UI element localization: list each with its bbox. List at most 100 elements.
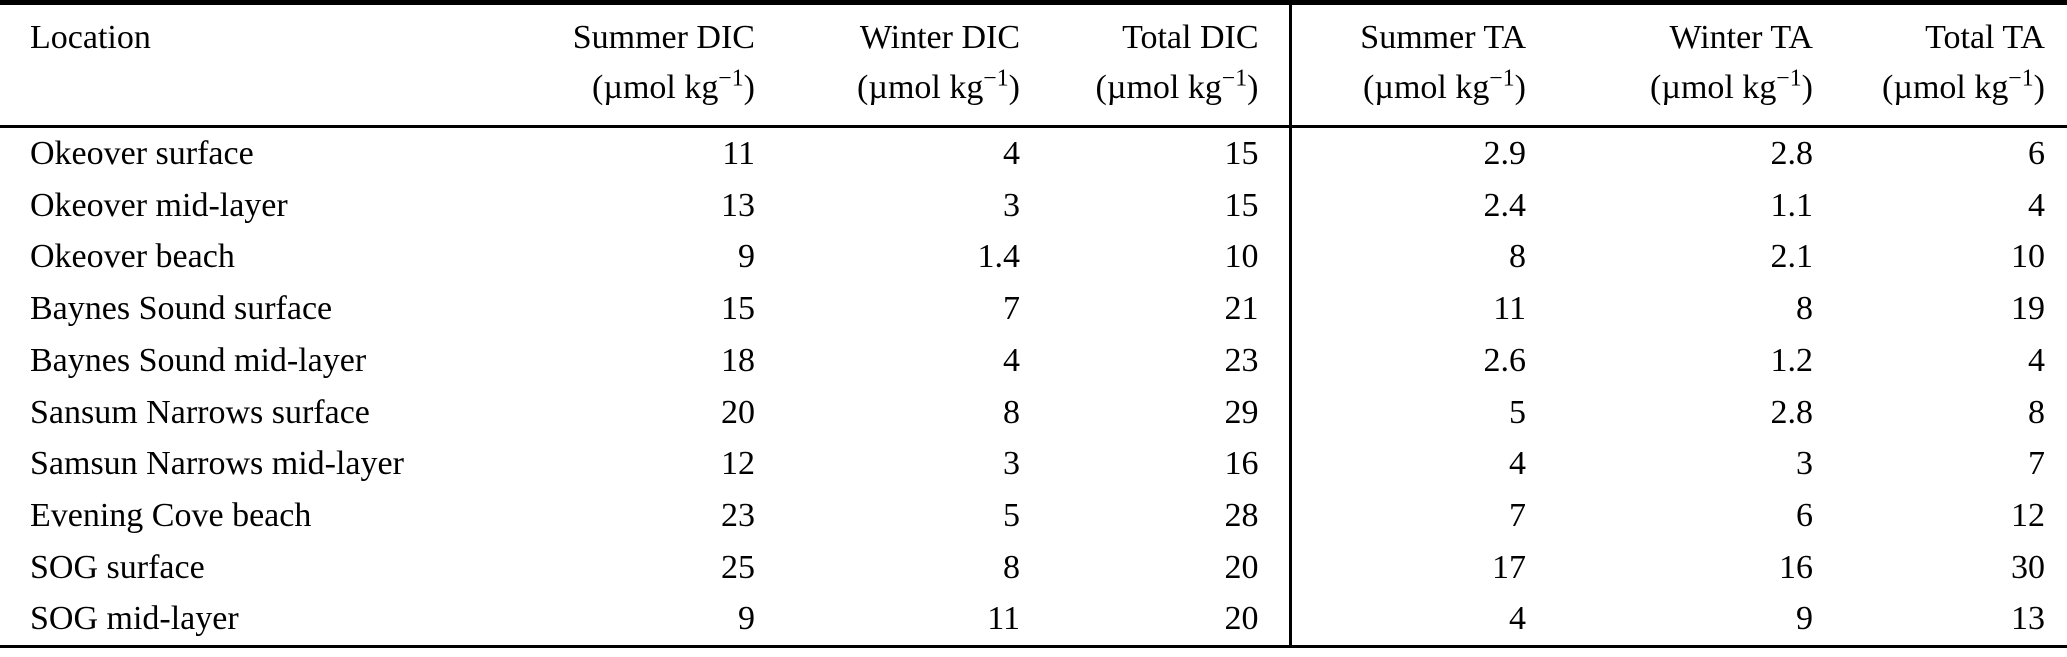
table-row: Samsun Narrows mid-layer 12 3 16 4 3 7 <box>0 438 2067 490</box>
cell-winter_dic: 8 <box>1003 548 1020 586</box>
cell-summer_dic: 18 <box>721 341 755 379</box>
cell-total_dic: 21 <box>1042 283 1292 335</box>
table-row: Okeover mid-layer 13 3 15 2.4 1.1 4 <box>0 179 2067 232</box>
cell-winter_dic: 8 <box>1003 393 1020 431</box>
cell-winter_ta: 6 <box>1796 496 1813 534</box>
cell-winter_ta: 3 <box>1796 445 1813 483</box>
cell-location: Sansum Narrows surface <box>30 393 370 431</box>
table-row: SOG surface 25 8 20 17 16 30 <box>0 541 2067 594</box>
cell-winter_dic: 11 <box>987 600 1020 638</box>
cell-winter_ta: 16 <box>1779 548 1813 586</box>
table-row: Baynes Sound mid-layer 18 4 23 2.6 1.2 4 <box>0 334 2067 387</box>
cell-total_ta: 8 <box>2028 393 2045 431</box>
table-body: Okeover surface 11 4 15 2.9 2.8 6 Okeover mid-l… <box>0 126 2067 647</box>
cell-summer_dic: 12 <box>721 445 755 483</box>
cell-total_ta: 4 <box>2028 341 2045 379</box>
column-label: Summer DIC <box>572 19 755 56</box>
column-header-total_ta: Total TA (µmol kg−1) <box>1835 2 2067 128</box>
column-label: Total DIC <box>1122 19 1259 56</box>
column-unit: (µmol kg−1) <box>592 65 755 106</box>
cell-summer_ta: 2.6 <box>1483 341 1527 379</box>
cell-summer_dic: 20 <box>721 393 755 431</box>
cell-winter_ta: 2.8 <box>1770 135 1814 172</box>
cell-summer_ta: 8 <box>1509 238 1526 276</box>
cell-location: Okeover beach <box>30 238 235 276</box>
cell-summer_dic: 15 <box>721 290 755 328</box>
cell-summer_ta: 7 <box>1509 496 1526 534</box>
column-header-total_dic: Total DIC (µmol kg−1) <box>1042 2 1292 128</box>
cell-summer_dic: 9 <box>738 238 755 276</box>
cell-winter_dic: 1.4 <box>977 238 1021 276</box>
cell-summer_ta: 2.9 <box>1483 135 1527 172</box>
cell-total_dic: 10 <box>1042 231 1292 284</box>
table-row: SOG mid-layer 9 11 20 4 9 13 <box>0 593 2067 647</box>
column-header-winter_dic: Winter DIC (µmol kg−1) <box>777 2 1042 128</box>
cell-winter_dic: 5 <box>1003 496 1020 534</box>
column-unit: (µmol kg−1) <box>857 65 1020 106</box>
column-header-winter_ta: Winter TA (µmol kg−1) <box>1548 2 1835 128</box>
column-label: Total TA <box>1925 19 2045 56</box>
header-row: Location Summer DIC (µmol kg−1) Winter DIC (… <box>0 2 2067 128</box>
column-label: Winter DIC <box>859 19 1020 56</box>
cell-total_dic: 20 <box>1042 541 1292 594</box>
cell-summer_dic: 13 <box>721 186 755 224</box>
table-row: Okeover beach 9 1.4 10 8 2.1 10 <box>0 231 2067 284</box>
cell-winter_dic: 3 <box>1003 445 1020 483</box>
cell-winter_dic: 4 <box>1003 135 1020 172</box>
table-row: Sansum Narrows surface 20 8 29 5 2.8 8 <box>0 386 2067 439</box>
cell-total_dic: 15 <box>1042 126 1292 180</box>
column-unit: (µmol kg−1) <box>1882 65 2045 106</box>
cell-total_ta: 19 <box>2011 290 2045 328</box>
cell-summer_ta: 2.4 <box>1483 186 1527 224</box>
column-header-location: Location <box>0 2 500 128</box>
cell-total_dic: 15 <box>1042 179 1292 232</box>
table-row: Baynes Sound surface 15 7 21 11 8 19 <box>0 283 2067 335</box>
cell-summer_ta: 5 <box>1509 393 1526 431</box>
column-header-summer_dic: Summer DIC (µmol kg−1) <box>500 2 777 128</box>
cell-winter_ta: 8 <box>1796 290 1813 328</box>
table-row: Evening Cove beach 23 5 28 7 6 12 <box>0 489 2067 542</box>
cell-winter_dic: 3 <box>1003 186 1020 224</box>
cell-total_ta: 6 <box>2028 135 2045 172</box>
cell-location: SOG surface <box>30 548 205 586</box>
cell-total_ta: 7 <box>2028 445 2045 483</box>
cell-total_ta: 10 <box>2011 238 2045 276</box>
cell-winter_dic: 7 <box>1003 290 1020 328</box>
cell-total_ta: 30 <box>2011 548 2045 586</box>
column-label: Winter TA <box>1669 19 1813 56</box>
cell-location: Samsun Narrows mid-layer <box>30 445 404 483</box>
cell-total_dic: 28 <box>1042 489 1292 542</box>
cell-summer_dic: 25 <box>721 548 755 586</box>
cell-winter_ta: 1.2 <box>1770 341 1814 379</box>
cell-location: Baynes Sound mid-layer <box>30 341 367 379</box>
column-label: Location <box>30 19 151 56</box>
cell-summer_dic: 9 <box>738 600 755 638</box>
cell-location: Okeover mid-layer <box>30 186 288 224</box>
cell-summer_ta: 4 <box>1509 600 1526 638</box>
cell-winter_ta: 1.1 <box>1770 186 1814 224</box>
cell-summer_ta: 17 <box>1492 548 1526 586</box>
cell-location: Baynes Sound surface <box>30 290 333 328</box>
table-row: Okeover surface 11 4 15 2.9 2.8 6 <box>0 126 2067 180</box>
column-unit: (µmol kg−1) <box>1363 65 1526 106</box>
cell-total_ta: 12 <box>2011 496 2045 534</box>
cell-total_ta: 13 <box>2011 600 2045 638</box>
cell-winter_ta: 2.1 <box>1770 238 1814 276</box>
cell-total_ta: 4 <box>2028 186 2045 224</box>
cell-winter_dic: 4 <box>1003 341 1020 379</box>
column-unit: (µmol kg−1) <box>1650 65 1813 106</box>
cell-total_dic: 23 <box>1042 334 1292 387</box>
cell-total_dic: 29 <box>1042 386 1292 439</box>
cell-summer_ta: 4 <box>1509 445 1526 483</box>
cell-summer_ta: 11 <box>1493 290 1526 328</box>
cell-summer_dic: 11 <box>722 135 755 172</box>
cell-summer_dic: 23 <box>721 496 755 534</box>
column-unit: (µmol kg−1) <box>1095 65 1259 106</box>
column-header-summer_ta: Summer TA (µmol kg−1) <box>1290 2 1548 128</box>
column-label: Summer TA <box>1360 19 1526 56</box>
cell-winter_ta: 2.8 <box>1770 393 1814 431</box>
cell-total_dic: 20 <box>1042 593 1292 647</box>
cell-winter_ta: 9 <box>1796 600 1813 638</box>
